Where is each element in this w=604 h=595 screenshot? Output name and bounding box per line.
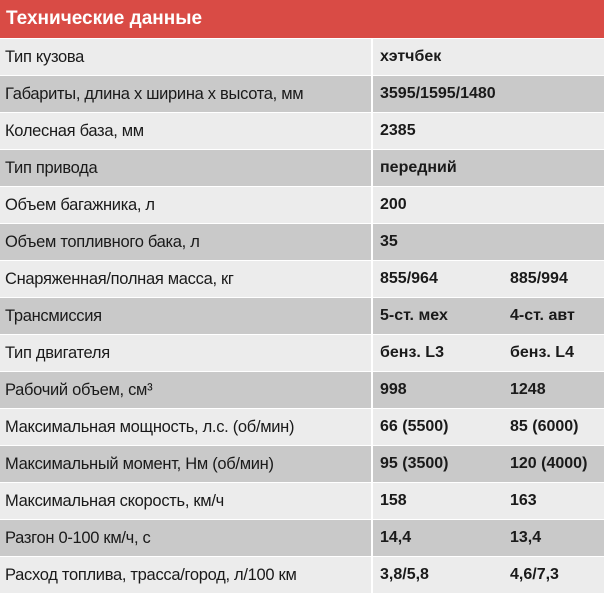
- row-label: Объем топливного бака, л: [0, 224, 373, 260]
- table-body: Тип кузова хэтчбек Габариты, длина x ширин…: [0, 38, 604, 593]
- row-value: 3595/1595/1480: [380, 85, 496, 102]
- table-row: Объем топливного бака, л 35: [0, 223, 604, 260]
- table-row: Максимальная мощность, л.с. (об/мин) 66 (…: [0, 408, 604, 445]
- row-value: 4-ст. авт: [510, 307, 575, 324]
- row-label: Максимальный момент, Нм (об/мин): [0, 446, 373, 482]
- row-value: 14,4: [380, 529, 412, 546]
- row-value: 13,4: [510, 529, 542, 546]
- row-value: 998: [380, 381, 407, 398]
- row-label: Габариты, длина x ширина x высота, мм: [0, 76, 373, 112]
- row-label: Рабочий объем, см³: [0, 372, 373, 408]
- row-value: 5-ст. мех: [380, 307, 448, 324]
- table-title: Технические данные: [0, 0, 604, 38]
- table-row: Разгон 0-100 км/ч, с 14,4 13,4: [0, 519, 604, 556]
- row-value: 158: [380, 492, 407, 509]
- row-label: Тип двигателя: [0, 335, 373, 371]
- table-row: Трансмиссия 5-ст. мех 4-ст. авт: [0, 297, 604, 334]
- row-value: 885/994: [510, 270, 568, 287]
- row-value: 4,6/7,3: [510, 566, 559, 583]
- row-label: Тип привода: [0, 150, 373, 186]
- row-label: Трансмиссия: [0, 298, 373, 334]
- row-value: 120 (4000): [510, 455, 588, 472]
- row-label: Максимальная мощность, л.с. (об/мин): [0, 409, 373, 445]
- table-row: Тип двигателя бенз. L3 бенз. L4: [0, 334, 604, 371]
- table-row: Рабочий объем, см³ 998 1248: [0, 371, 604, 408]
- row-value: 35: [380, 233, 398, 250]
- table-row: Снаряженная/полная масса, кг 855/964 885/9…: [0, 260, 604, 297]
- row-value: 1248: [510, 381, 546, 398]
- table-row: Объем багажника, л 200: [0, 186, 604, 223]
- row-value: 855/964: [380, 270, 438, 287]
- table-row: Расход топлива, трасса/город, л/100 км 3,…: [0, 556, 604, 593]
- row-label: Снаряженная/полная масса, кг: [0, 261, 373, 297]
- row-value: 163: [510, 492, 537, 509]
- row-label: Объем багажника, л: [0, 187, 373, 223]
- row-value: хэтчбек: [380, 48, 442, 65]
- row-value: 200: [380, 196, 407, 213]
- row-value: бенз. L3: [380, 344, 444, 361]
- table-row: Габариты, длина x ширина x высота, мм 359…: [0, 75, 604, 112]
- row-label: Максимальная скорость, км/ч: [0, 483, 373, 519]
- row-value: 95 (3500): [380, 455, 449, 472]
- row-label: Тип кузова: [0, 39, 373, 75]
- row-value: 2385: [380, 122, 416, 139]
- row-label: Колесная база, мм: [0, 113, 373, 149]
- row-value: передний: [380, 159, 457, 176]
- table-row: Тип привода передний: [0, 149, 604, 186]
- row-label: Разгон 0-100 км/ч, с: [0, 520, 373, 556]
- row-value: 85 (6000): [510, 418, 579, 435]
- table-row: Максимальная скорость, км/ч 158 163: [0, 482, 604, 519]
- row-label: Расход топлива, трасса/город, л/100 км: [0, 557, 373, 593]
- row-value: 3,8/5,8: [380, 566, 429, 583]
- table-row: Тип кузова хэтчбек: [0, 38, 604, 75]
- row-value: 66 (5500): [380, 418, 449, 435]
- table-row: Колесная база, мм 2385: [0, 112, 604, 149]
- table-row: Максимальный момент, Нм (об/мин) 95 (3500…: [0, 445, 604, 482]
- row-value: бенз. L4: [510, 344, 574, 361]
